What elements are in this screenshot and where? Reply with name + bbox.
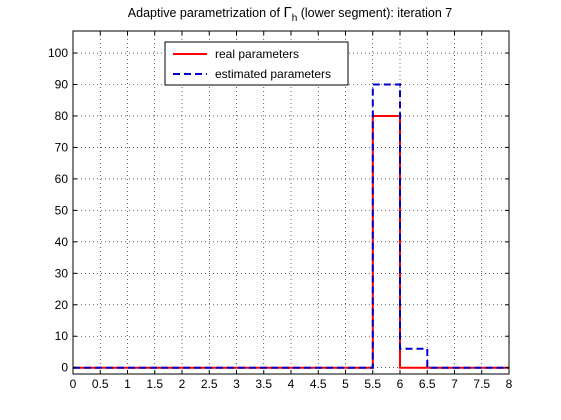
y-tick-label: 50 — [55, 203, 69, 217]
x-tick-label: 8 — [506, 377, 513, 391]
x-tick-label: 5 — [342, 377, 349, 391]
x-tick-label: 3 — [233, 377, 240, 391]
x-tick-label: 4 — [288, 377, 295, 391]
x-tick-label: 1 — [124, 377, 131, 391]
y-tick-label: 0 — [61, 361, 68, 375]
x-tick-label: 2.5 — [201, 377, 218, 391]
y-tick-label: 40 — [55, 235, 69, 249]
x-tick-label: 1.5 — [146, 377, 163, 391]
legend-box — [164, 41, 349, 86]
series-line-estimated-parameters — [73, 83, 509, 369]
x-tick-label: 4.5 — [310, 377, 327, 391]
y-tick-label: 10 — [55, 329, 69, 343]
chart-title-subscript: h — [292, 13, 298, 24]
y-tick-label: 70 — [55, 140, 69, 154]
x-tick-label: 3.5 — [255, 377, 272, 391]
chart-title-symbol: Γ — [283, 4, 291, 21]
y-tick-label: 30 — [55, 266, 69, 280]
legend: real parameters estimated parameters — [164, 41, 349, 86]
y-tick-label: 100 — [48, 46, 68, 60]
x-tick-label: 6 — [397, 377, 404, 391]
plot-area: 0 0.5 1 1.5 2 2.5 3 3.5 4 4.5 5 5.5 6 6.5 7 7.5 80102030… — [48, 30, 513, 391]
chart-title: Adaptive parametrization of Γh (lower se… — [128, 4, 452, 24]
x-tick-label: 5.5 — [364, 377, 381, 391]
x-tick-label: 0.5 — [92, 377, 109, 391]
x-tick-label: 2 — [179, 377, 186, 391]
x-tick-label: 7 — [451, 377, 458, 391]
x-tick-label: 6.5 — [419, 377, 436, 391]
legend-label: estimated parameters — [215, 67, 331, 81]
y-tick-label: 90 — [55, 77, 69, 91]
chart-title-suffix: (lower segment): iteration 7 — [297, 6, 452, 20]
y-tick-label: 80 — [55, 109, 69, 123]
y-tick-label: 60 — [55, 172, 69, 186]
series-line-real-parameters — [73, 115, 509, 369]
y-tick-label: 20 — [55, 298, 69, 312]
x-tick-label: 0 — [70, 377, 77, 391]
x-tick-label: 7.5 — [473, 377, 490, 391]
chart-title-prefix: Adaptive parametrization of — [128, 6, 284, 20]
legend-label: real parameters — [215, 47, 299, 61]
axes-background — [73, 31, 509, 374]
